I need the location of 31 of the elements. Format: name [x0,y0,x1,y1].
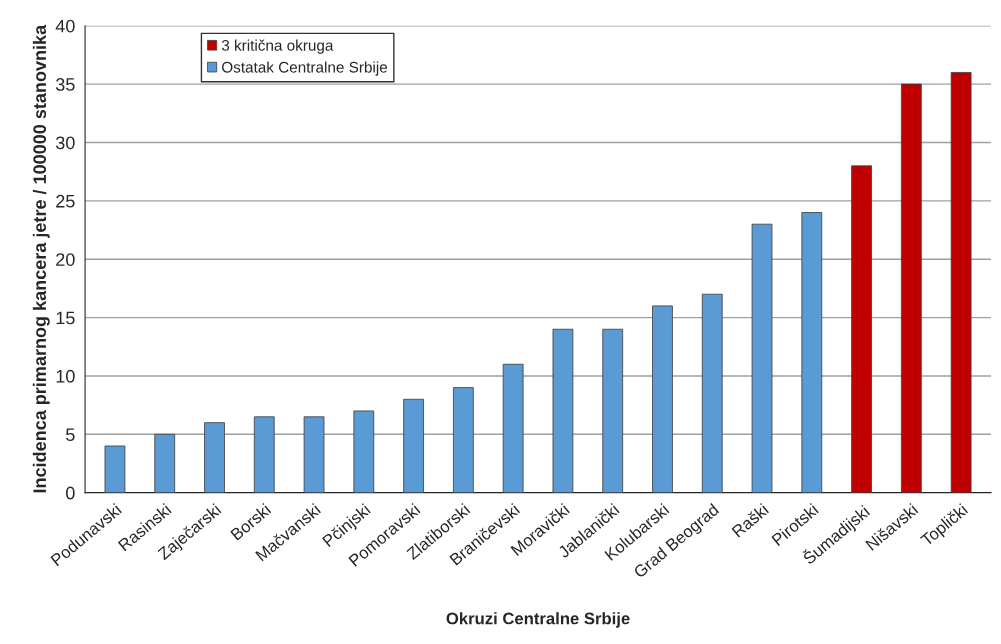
bar [303,416,325,493]
y-tick-label: 30 [55,136,75,150]
y-tick-label: 5 [66,428,75,442]
y-tick-label: 0 [66,486,75,500]
bar [403,398,424,493]
bar [453,387,474,493]
y-tick-label: 20 [56,253,75,266]
bar [552,328,574,493]
bar [851,165,872,493]
bar [602,328,624,493]
y-tick-label: 25 [56,194,75,208]
bar [353,410,375,493]
y-tick-label: 15 [56,311,75,325]
bar [751,223,773,493]
bar [253,416,275,493]
y-tick-label: 35 [55,78,75,91]
bar [950,72,972,493]
legend-label: 3 kritična okruga [221,39,334,54]
bar [154,433,176,493]
bar [701,293,723,493]
y-tick-label: 10 [56,369,75,383]
bar [502,363,524,493]
x-axis-title: Okruzi Centralne Srbije [446,612,630,628]
bar [204,422,225,493]
bar [652,305,673,493]
y-axis-title: Incidenca primarnog kancera jetre / 100000 stanovnika [32,24,50,493]
bar [104,445,126,493]
bar [801,212,823,493]
legend-label: Ostatak Centralne Srbije [222,61,388,76]
bar [900,83,922,493]
y-tick-label: 40 [55,19,75,33]
